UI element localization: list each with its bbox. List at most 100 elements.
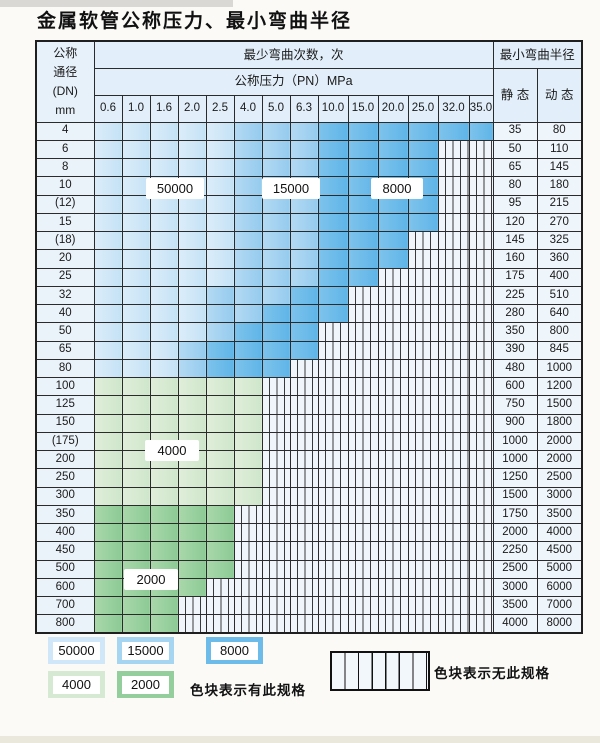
- no-spec-cell: [407, 504, 439, 525]
- spec-cell: [93, 395, 123, 415]
- no-spec-cell: [289, 595, 319, 616]
- static-radius-cell: 1500: [492, 486, 538, 506]
- spec-cell: [93, 486, 123, 506]
- no-spec-cell: [347, 376, 379, 397]
- no-spec-cell: [233, 614, 263, 634]
- no-spec-cell: [261, 614, 291, 634]
- static-radius-cell: 750: [492, 395, 538, 415]
- static-radius-cell: 50: [492, 139, 538, 160]
- spec-cell: [121, 522, 151, 543]
- spec-cell: [177, 285, 207, 306]
- dn-cell: 250: [35, 468, 95, 488]
- dn-cell: 65: [35, 340, 95, 360]
- corner-header-dn: 公称 通径 (DN) mm: [35, 40, 95, 123]
- spec-cell: [205, 303, 235, 324]
- spec-cell: [289, 212, 319, 233]
- spec-cell: [149, 395, 179, 415]
- no-spec-cell: [437, 139, 470, 160]
- dynamic-radius-cell: 270: [536, 212, 583, 233]
- pressure-col-header: 32.0: [437, 94, 470, 123]
- dynamic-radius-cell: 8000: [536, 614, 583, 634]
- spec-cell: [347, 267, 379, 287]
- no-spec-cell: [317, 431, 349, 452]
- static-radius-cell: 175: [492, 267, 538, 287]
- spec-cell: [205, 395, 235, 415]
- no-spec-cell: [317, 541, 349, 561]
- no-spec-cell: [468, 176, 494, 196]
- no-spec-cell: [437, 322, 470, 342]
- spec-cell: [261, 285, 291, 306]
- no-spec-cell: [437, 194, 470, 214]
- no-spec-cell: [468, 358, 494, 379]
- spec-cell: [93, 194, 123, 214]
- pressure-col-header: 6.3: [289, 94, 319, 123]
- dynamic-radius-cell: 1200: [536, 376, 583, 397]
- no-spec-cell: [437, 504, 470, 525]
- spec-cell: [289, 267, 319, 287]
- spec-cell: [233, 249, 263, 269]
- spec-cell: [177, 395, 207, 415]
- spec-cell: [177, 157, 207, 178]
- spec-cell: [93, 504, 123, 525]
- spec-cell: [121, 157, 151, 178]
- dn-cell: 100: [35, 376, 95, 397]
- no-spec-cell: [468, 431, 494, 452]
- cycle-count-label: 8000: [371, 178, 423, 199]
- table-row: 700 3500 7000: [35, 595, 583, 616]
- spec-cell: [407, 139, 439, 160]
- spec-cell: [347, 139, 379, 160]
- no-spec-cell: [468, 212, 494, 233]
- legend-swatch-8000: 8000: [206, 637, 263, 664]
- no-spec-cell: [407, 541, 439, 561]
- dynamic-radius-cell: 1800: [536, 413, 583, 433]
- static-radius-cell: 225: [492, 285, 538, 306]
- no-spec-cell: [377, 468, 409, 488]
- no-spec-cell: [407, 376, 439, 397]
- spec-cell: [205, 267, 235, 287]
- page-title: 金属软管公称压力、最小弯曲半径: [37, 11, 353, 32]
- spec-cell: [121, 230, 151, 251]
- spec-cell: [289, 121, 319, 141]
- table-row: 250 1250 2500: [35, 468, 583, 488]
- spec-cell: [149, 322, 179, 342]
- dn-cell: 800: [35, 614, 95, 634]
- spec-cell: [233, 303, 263, 324]
- spec-cell: [205, 376, 235, 397]
- spec-cell: [93, 121, 123, 141]
- spec-cell: [93, 340, 123, 360]
- pressure-col-header: 2.0: [177, 94, 207, 123]
- dn-cell: 80: [35, 358, 95, 379]
- no-spec-cell: [347, 413, 379, 433]
- dn-cell: 350: [35, 504, 95, 525]
- static-radius-cell: 80: [492, 176, 538, 196]
- no-spec-cell: [437, 468, 470, 488]
- spec-cell: [261, 322, 291, 342]
- spec-cell: [177, 413, 207, 433]
- spec-cell: [93, 614, 123, 634]
- dn-cell: 200: [35, 449, 95, 470]
- no-spec-cell: [347, 322, 379, 342]
- no-spec-cell: [317, 504, 349, 525]
- no-spec-cell: [261, 431, 291, 452]
- spec-cell: [149, 121, 179, 141]
- no-spec-cell: [261, 504, 291, 525]
- no-spec-cell: [205, 614, 235, 634]
- table-row: 300 1500 3000: [35, 486, 583, 506]
- dynamic-radius-cell: 800: [536, 322, 583, 342]
- spec-cell: [261, 303, 291, 324]
- spec-cell: [261, 249, 291, 269]
- dynamic-radius-cell: 2500: [536, 468, 583, 488]
- no-spec-cell: [261, 413, 291, 433]
- static-radius-cell: 95: [492, 194, 538, 214]
- no-spec-cell: [468, 541, 494, 561]
- no-spec-cell: [233, 577, 263, 598]
- no-spec-cell: [205, 577, 235, 598]
- spec-cell: [177, 322, 207, 342]
- no-spec-cell: [407, 230, 439, 251]
- spec-cell: [177, 358, 207, 379]
- spec-cell: [149, 303, 179, 324]
- no-spec-cell: [468, 194, 494, 214]
- no-spec-cell: [347, 285, 379, 306]
- corner-line-3: (DN): [52, 83, 78, 98]
- spec-cell: [377, 230, 409, 251]
